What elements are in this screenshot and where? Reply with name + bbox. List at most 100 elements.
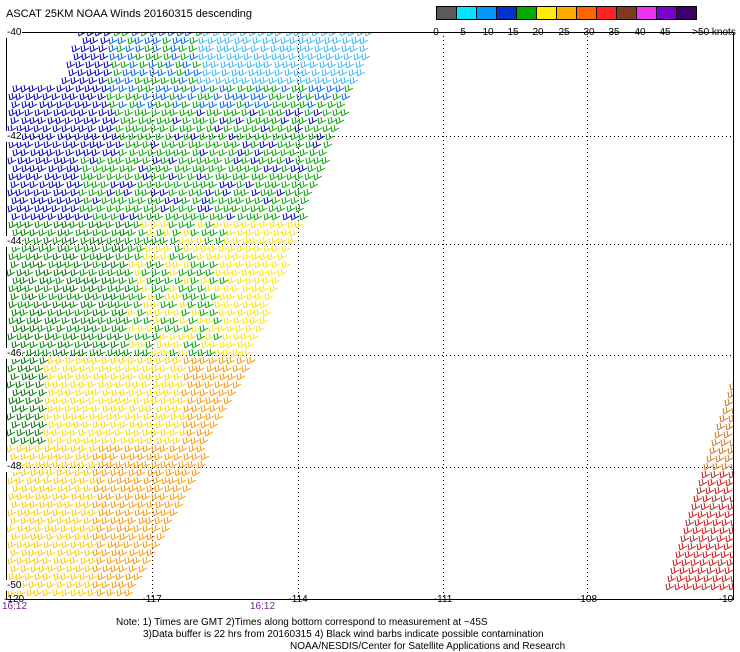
wind-barb <box>133 204 143 213</box>
wind-barb <box>161 140 171 149</box>
wind-barb <box>89 412 99 421</box>
wind-barb <box>712 574 722 583</box>
wind-barb <box>21 500 31 509</box>
wind-barb <box>271 276 281 285</box>
wind-barb <box>190 292 200 301</box>
wind-barb <box>172 356 182 365</box>
wind-barb <box>146 532 156 541</box>
wind-barb <box>20 516 30 525</box>
wind-barb <box>83 308 93 317</box>
wind-barb <box>101 468 111 477</box>
wind-barb <box>307 164 317 173</box>
wind-barb <box>106 140 116 149</box>
wind-barb <box>222 348 232 357</box>
wind-barb <box>200 292 210 301</box>
wind-barb <box>80 156 90 165</box>
wind-barb <box>109 52 119 61</box>
wind-barb <box>47 404 57 413</box>
wind-barb <box>146 356 156 365</box>
wind-barb <box>57 132 67 141</box>
wind-barb <box>8 284 18 293</box>
wind-barb <box>151 460 161 469</box>
wind-barb <box>70 588 80 597</box>
wind-barb <box>137 324 147 333</box>
wind-barb <box>139 60 149 69</box>
wind-barb <box>191 324 201 333</box>
wind-barb <box>29 516 39 525</box>
wind-barb <box>125 140 135 149</box>
wind-barb <box>56 532 66 541</box>
wind-barb <box>124 460 134 469</box>
wind-barb <box>15 188 25 197</box>
wind-barb <box>721 574 731 583</box>
wind-barb <box>134 492 144 501</box>
wind-barb <box>272 132 282 141</box>
wind-barb <box>670 566 680 575</box>
wind-barb <box>245 228 255 237</box>
wind-barb <box>271 244 281 253</box>
wind-barb <box>29 116 39 125</box>
wind-barb <box>245 260 255 269</box>
wind-barb <box>165 420 175 429</box>
wind-barb <box>149 68 159 77</box>
wind-barb <box>294 108 304 117</box>
wind-barb <box>146 308 156 317</box>
wind-barb <box>138 116 148 125</box>
wind-barb <box>168 220 178 229</box>
wind-barb <box>102 116 112 125</box>
wind-barb <box>155 372 165 381</box>
wind-barb <box>159 492 169 501</box>
wind-barb <box>250 204 260 213</box>
wind-barb <box>133 396 143 405</box>
wind-barb <box>28 100 38 109</box>
wind-barb <box>7 332 17 341</box>
wind-barb <box>75 60 85 69</box>
wind-barb <box>21 548 31 557</box>
wind-barb <box>61 316 71 325</box>
wind-barb <box>213 92 223 101</box>
wind-barb <box>84 564 94 573</box>
wind-barb <box>242 252 252 261</box>
wind-barb <box>100 340 110 349</box>
wind-barb <box>110 436 120 445</box>
wind-barb <box>39 500 49 509</box>
wind-barb <box>265 68 275 77</box>
wind-barb <box>73 404 83 413</box>
wind-barb <box>359 36 369 45</box>
wind-barb <box>155 260 165 269</box>
wind-barb <box>182 60 192 69</box>
wind-barb <box>103 68 113 77</box>
wind-barb <box>101 212 111 221</box>
wind-barb <box>152 44 162 53</box>
wind-barb <box>88 396 98 405</box>
wind-barb <box>28 292 38 301</box>
wind-barb <box>251 188 261 197</box>
wind-barb <box>66 436 76 445</box>
wind-barb <box>175 60 185 69</box>
wind-barb <box>246 356 256 365</box>
wind-barb <box>128 324 138 333</box>
wind-barb <box>290 132 300 141</box>
wind-barb <box>262 52 272 61</box>
wind-barb <box>197 348 207 357</box>
wind-barb <box>182 164 192 173</box>
wind-barb <box>79 92 89 101</box>
wind-barb <box>215 172 225 181</box>
wind-barb <box>68 68 78 77</box>
wind-barb <box>83 452 93 461</box>
wind-barb <box>118 276 128 285</box>
wind-barb <box>146 276 156 285</box>
wind-barb <box>182 420 192 429</box>
wind-barb <box>96 588 106 597</box>
wind-barb <box>92 532 102 541</box>
wind-barb <box>141 124 151 133</box>
wind-barb <box>66 324 76 333</box>
wind-barb <box>142 140 152 149</box>
wind-barb <box>214 412 224 421</box>
wind-barb <box>208 356 218 365</box>
wind-barb <box>169 124 179 133</box>
wind-barb <box>169 140 179 149</box>
wind-barb <box>108 44 118 53</box>
wind-barb <box>43 412 53 421</box>
wind-barb <box>48 292 58 301</box>
